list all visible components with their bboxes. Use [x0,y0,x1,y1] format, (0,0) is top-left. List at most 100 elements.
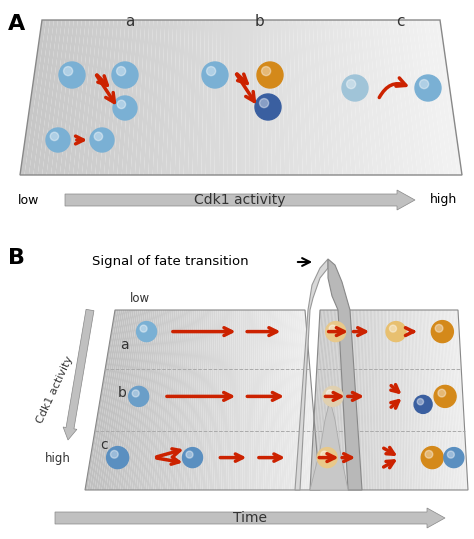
Circle shape [90,128,114,152]
Polygon shape [242,310,245,490]
Polygon shape [362,310,367,490]
Polygon shape [292,310,306,490]
Polygon shape [73,20,94,175]
Polygon shape [403,310,406,490]
Polygon shape [271,310,280,490]
Polygon shape [319,310,329,490]
Polygon shape [224,310,229,490]
Polygon shape [289,20,299,175]
FancyArrow shape [65,190,415,210]
Polygon shape [202,310,212,490]
Polygon shape [254,310,259,490]
Polygon shape [443,310,452,490]
Polygon shape [125,310,149,490]
Polygon shape [303,310,320,490]
Circle shape [128,386,149,406]
Polygon shape [381,310,383,490]
Polygon shape [192,20,201,175]
Polygon shape [297,20,307,175]
Text: high: high [45,452,71,465]
Polygon shape [246,310,249,490]
Polygon shape [451,310,462,490]
Polygon shape [400,310,403,490]
Polygon shape [397,310,400,490]
Polygon shape [365,310,370,490]
Polygon shape [391,310,392,490]
Polygon shape [309,20,320,175]
Polygon shape [221,310,227,490]
Polygon shape [146,310,166,490]
Polygon shape [144,20,157,175]
Polygon shape [274,310,285,490]
Polygon shape [384,310,386,490]
Circle shape [117,66,126,75]
Polygon shape [356,310,361,490]
Polygon shape [367,310,371,490]
Polygon shape [286,310,299,490]
Polygon shape [318,310,328,490]
Polygon shape [333,20,347,175]
Polygon shape [97,310,127,490]
Polygon shape [447,310,457,490]
Polygon shape [85,310,117,490]
Polygon shape [250,310,254,490]
Polygon shape [184,310,197,490]
Polygon shape [386,310,388,490]
Polygon shape [77,20,98,175]
Text: Signal of fate transition: Signal of fate transition [92,255,249,268]
Text: A: A [8,14,25,34]
Polygon shape [160,310,178,490]
Text: high: high [430,194,457,206]
Circle shape [137,322,156,342]
Polygon shape [265,20,272,175]
Circle shape [112,62,138,88]
Polygon shape [244,310,247,490]
Polygon shape [432,20,457,175]
Polygon shape [310,310,321,490]
Polygon shape [109,20,126,175]
Polygon shape [273,20,281,175]
Polygon shape [450,310,460,490]
Polygon shape [267,310,275,490]
Polygon shape [241,20,246,175]
Polygon shape [92,310,123,490]
Polygon shape [69,20,90,175]
Circle shape [329,325,336,332]
Polygon shape [368,20,387,175]
Polygon shape [113,20,129,175]
Polygon shape [436,310,444,490]
Polygon shape [259,310,266,490]
Polygon shape [206,20,213,175]
Polygon shape [172,310,187,490]
Polygon shape [195,310,206,490]
Polygon shape [345,310,352,490]
Polygon shape [273,310,283,490]
Circle shape [327,390,333,397]
Polygon shape [346,310,353,490]
Polygon shape [353,310,359,490]
Circle shape [50,132,59,141]
Polygon shape [310,400,348,490]
Polygon shape [337,310,345,490]
Polygon shape [166,20,177,175]
Polygon shape [207,310,216,490]
Polygon shape [170,310,185,490]
Polygon shape [325,20,338,175]
Polygon shape [282,310,294,490]
Polygon shape [257,20,263,175]
Polygon shape [361,310,365,490]
Polygon shape [139,20,154,175]
Polygon shape [305,20,316,175]
Circle shape [321,451,328,458]
Circle shape [342,75,368,101]
Polygon shape [228,20,233,175]
Polygon shape [269,310,278,490]
Polygon shape [396,20,418,175]
Circle shape [417,398,424,405]
Polygon shape [326,310,335,490]
Polygon shape [122,20,137,175]
Polygon shape [226,310,231,490]
Polygon shape [354,310,360,490]
Text: a: a [125,14,135,29]
Polygon shape [214,310,221,490]
